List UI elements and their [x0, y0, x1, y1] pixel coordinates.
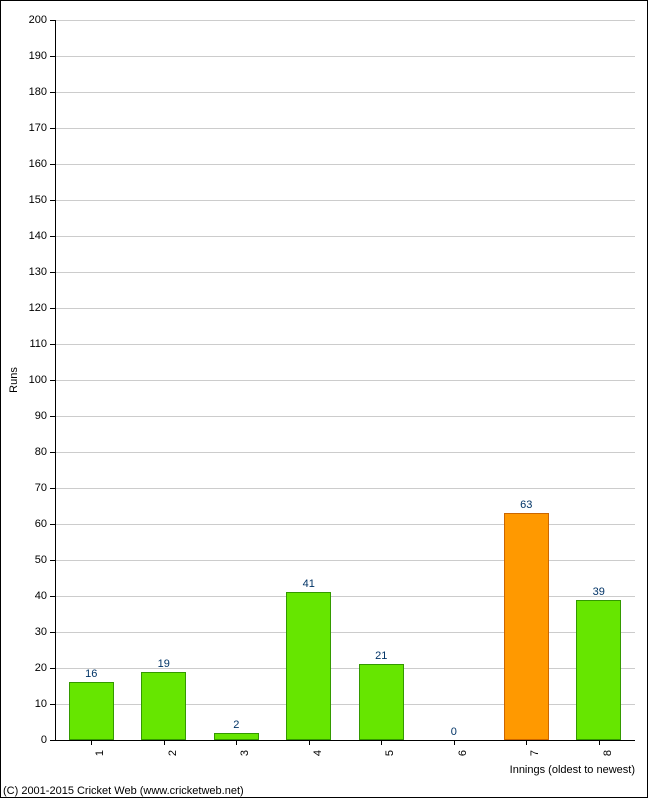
y-tick-label: 150 [0, 194, 47, 206]
y-tick-label: 90 [0, 410, 47, 422]
x-tick [309, 740, 310, 745]
grid-line [55, 380, 635, 381]
y-tick-label: 50 [0, 554, 47, 566]
grid-line [55, 344, 635, 345]
y-tick-label: 190 [0, 50, 47, 62]
x-tick-label: 6 [457, 750, 469, 790]
y-tick-label: 30 [0, 626, 47, 638]
grid-line [55, 128, 635, 129]
x-axis-label: Innings (oldest to newest) [510, 764, 635, 776]
y-tick-label: 70 [0, 482, 47, 494]
x-tick-label: 4 [312, 750, 324, 790]
grid-line [55, 272, 635, 273]
bar-value-label: 21 [375, 650, 387, 662]
y-tick-label: 60 [0, 518, 47, 530]
bar-value-label: 39 [593, 586, 605, 598]
x-tick-label: 5 [384, 750, 396, 790]
bar [359, 664, 404, 740]
bar [286, 592, 331, 740]
y-tick-label: 20 [0, 662, 47, 674]
bar [141, 672, 186, 740]
x-tick [599, 740, 600, 745]
grid-line [55, 56, 635, 57]
bar [69, 682, 114, 740]
grid-line [55, 488, 635, 489]
y-tick-label: 180 [0, 86, 47, 98]
x-axis-line [55, 740, 635, 741]
bar-value-label: 19 [158, 658, 170, 670]
y-tick-label: 140 [0, 230, 47, 242]
grid-line [55, 164, 635, 165]
x-tick [236, 740, 237, 745]
bar-value-label: 16 [85, 668, 97, 680]
bar-value-label: 0 [451, 726, 457, 738]
x-tick-label: 2 [167, 750, 179, 790]
bar [576, 600, 621, 740]
grid-line [55, 308, 635, 309]
x-tick-label: 1 [94, 750, 106, 790]
y-tick-label: 0 [0, 734, 47, 746]
y-tick-label: 40 [0, 590, 47, 602]
x-tick [164, 740, 165, 745]
grid-line [55, 452, 635, 453]
grid-line [55, 20, 635, 21]
grid-line [55, 416, 635, 417]
x-tick [381, 740, 382, 745]
y-axis-line [55, 20, 56, 740]
x-tick-label: 3 [239, 750, 251, 790]
bar-value-label: 2 [233, 719, 239, 731]
x-tick [91, 740, 92, 745]
y-tick-label: 130 [0, 266, 47, 278]
y-tick-label: 200 [0, 14, 47, 26]
y-tick-label: 80 [0, 446, 47, 458]
bar [504, 513, 549, 740]
grid-line [55, 236, 635, 237]
y-tick-label: 110 [0, 338, 47, 350]
y-tick-label: 10 [0, 698, 47, 710]
copyright-text: (C) 2001-2015 Cricket Web (www.cricketwe… [3, 785, 244, 797]
bar [214, 733, 259, 740]
chart-container: 0102030405060708090100110120130140150160… [0, 0, 650, 800]
bar-value-label: 41 [303, 578, 315, 590]
y-tick-label: 170 [0, 122, 47, 134]
x-tick [526, 740, 527, 745]
y-axis-label: Runs [8, 367, 20, 393]
x-tick [454, 740, 455, 745]
y-tick-label: 120 [0, 302, 47, 314]
bar-value-label: 63 [520, 499, 532, 511]
grid-line [55, 200, 635, 201]
y-tick-label: 160 [0, 158, 47, 170]
grid-line [55, 92, 635, 93]
